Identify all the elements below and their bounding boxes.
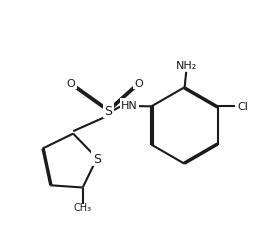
Text: CH₃: CH₃ [74, 203, 92, 213]
Text: O: O [67, 78, 76, 88]
Text: S: S [93, 152, 101, 165]
Text: HN: HN [121, 100, 138, 110]
Text: O: O [134, 78, 143, 88]
Text: S: S [104, 104, 112, 117]
Text: Cl: Cl [238, 102, 248, 112]
Text: NH₂: NH₂ [176, 61, 197, 71]
